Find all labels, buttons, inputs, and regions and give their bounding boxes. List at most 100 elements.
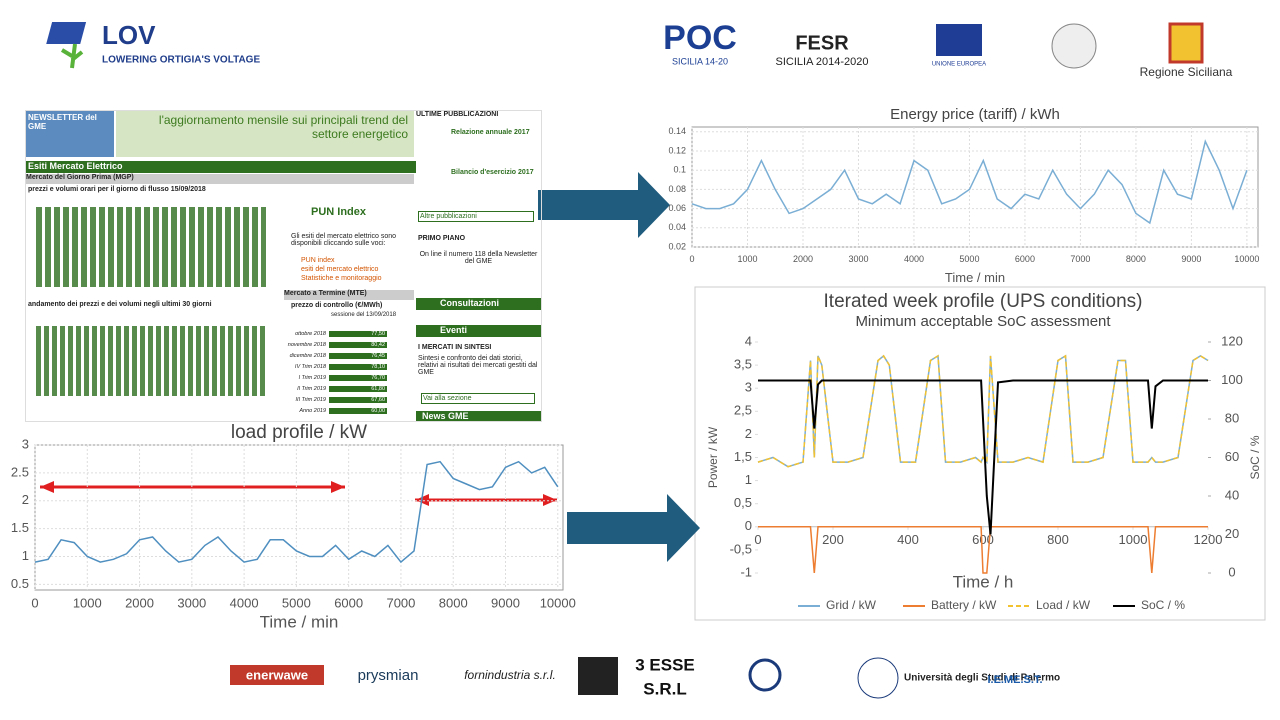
y2-tick-label: 120	[1221, 333, 1243, 348]
range-arrow	[40, 481, 54, 493]
mte-value: 61,80	[329, 386, 387, 392]
mte-label: III Trim 2019	[295, 397, 326, 403]
x-tick-label: 7000	[1070, 254, 1090, 264]
y2-tick-label: 60	[1225, 449, 1239, 464]
mte-row: dicembre 2018 76,45	[284, 353, 414, 362]
mte-row: I Trim 2019 76,70	[284, 375, 414, 384]
y2-tick-label: 80	[1225, 410, 1239, 425]
y-tick-label: 4	[745, 333, 752, 348]
x-axis-label: Time / min	[260, 613, 339, 632]
x-tick-label: 200	[822, 532, 844, 547]
x-tick-label: 1000	[1119, 532, 1148, 547]
x-tick-label: 8000	[1126, 254, 1146, 264]
nl-section: Esiti Mercato Elettrico	[26, 161, 416, 173]
emblem	[1051, 23, 1097, 69]
legend-label: SoC / %	[1141, 598, 1185, 612]
legend-label: Grid / kW	[826, 598, 877, 612]
nl-consult[interactable]: Consultazioni	[416, 298, 541, 310]
nl-tagline: l'aggiornamento mensile sui principali t…	[116, 111, 414, 157]
mte-label: Anno 2019	[299, 408, 326, 414]
data-line	[34, 460, 559, 564]
nl-side-head: ULTIME PUBBLICAZIONI	[416, 111, 541, 121]
x-tick-label: 4000	[230, 595, 259, 610]
y-tick-label: 2,5	[734, 403, 752, 418]
x-tick-label: 5000	[282, 595, 311, 610]
nl-vai[interactable]: Vai alla sezione	[421, 393, 535, 404]
y-tick-label: 3,5	[734, 357, 752, 372]
y-tick-label: 1.5	[11, 520, 29, 535]
mte-row: ottobre 2018 77,50	[284, 331, 414, 340]
mte-label: novembre 2018	[287, 342, 326, 348]
footer-partner: S.R.L	[643, 679, 686, 698]
x-tick-label: 3000	[848, 254, 868, 264]
panel	[694, 286, 1266, 621]
y-tick-label: 3	[745, 380, 752, 395]
nl-pun-text: Gli esiti del mercato elettrico sono dis…	[291, 233, 397, 247]
nl-pub: Bilancio d'esercizio 2017	[451, 169, 534, 176]
nl-pun: PUN Index	[311, 206, 367, 218]
y-tick-label: 0.02	[668, 241, 686, 251]
mte-row: II Trim 2019 61,80	[284, 386, 414, 395]
newsletter: NEWSLETTER del GME l'aggiornamento mensi…	[25, 110, 542, 422]
y-tick-label: 0,5	[734, 495, 752, 510]
x-axis-label: Time / min	[945, 270, 1005, 285]
mte-value: 78,10	[329, 364, 387, 370]
mte-row: Anno 2019 60,00	[284, 408, 414, 417]
logo-subtitle: LOWERING ORTIGIA'S VOLTAGE	[102, 55, 260, 66]
nl-link: Statistiche e monitoraggio	[301, 275, 382, 282]
y-tick-label: 0.14	[668, 126, 686, 136]
x-tick-label: 2000	[125, 595, 154, 610]
y-tick-label: 0	[745, 518, 752, 533]
partner: SICILIA 14-20	[672, 56, 728, 66]
y-tick-label: 2	[22, 492, 29, 507]
footer-partner: Università degli Studi di Palermo	[904, 673, 1060, 684]
plot-frame	[34, 444, 564, 591]
nl-news[interactable]: News GME	[416, 411, 541, 421]
mte-value: 67,60	[329, 397, 387, 403]
footer-partner: prysmian	[358, 667, 419, 684]
y-tick-label: -0,5	[730, 541, 752, 556]
nl-mte: Mercato a Termine (MTE)	[284, 290, 414, 300]
x-tick-label: 4000	[904, 254, 924, 264]
x-tick-label: 7000	[386, 595, 415, 610]
nl-brand: NEWSLETTER del GME	[26, 111, 114, 157]
x-tick-label: 0	[689, 254, 694, 264]
mte-value: 76,45	[329, 353, 387, 359]
nl-link: PUN index	[301, 257, 335, 264]
x-tick-label: 1000	[73, 595, 102, 610]
y-tick-label: 0.06	[668, 203, 686, 213]
y-tick-label: 2.5	[11, 464, 29, 479]
nl-more[interactable]: Altre pubblicazioni	[418, 211, 534, 222]
chart-subtitle: Minimum acceptable SoC assessment	[855, 313, 1111, 330]
logo-circle	[857, 657, 899, 699]
nl-minichart	[36, 207, 266, 287]
mte-row: III Trim 2019 67,60	[284, 397, 414, 406]
legend-label: Load / kW	[1036, 598, 1091, 612]
x-tick-label: 5000	[959, 254, 979, 264]
x-axis-label: Time / h	[953, 572, 1014, 591]
mte-row: novembre 2018 80,42	[284, 342, 414, 351]
nl-mgp: Mercato del Giorno Prima (MGP)	[26, 174, 414, 184]
x-tick-label: 2000	[793, 254, 813, 264]
legend-label: Battery / kW	[931, 598, 997, 612]
x-tick-label: 800	[1047, 532, 1069, 547]
nl-mte-session: sessione del 13/09/2018	[331, 312, 397, 318]
y2-axis-label: SoC / %	[1248, 435, 1262, 479]
partner: FESR	[795, 32, 849, 54]
y-axis-label: Power / kW	[706, 426, 720, 488]
data-line	[758, 379, 1208, 535]
logo-icon	[46, 22, 87, 69]
x-tick-label: 10000	[1234, 254, 1259, 264]
partner: SICILIA 2014-2020	[776, 56, 869, 68]
nl-trend: andamento dei prezzi e dei volumi negli …	[28, 301, 212, 308]
x-tick-label: 8000	[439, 595, 468, 610]
partner: UNIONE EUROPEA	[932, 62, 986, 68]
nl-mte-table: ottobre 2018 77,50 novembre 2018 80,42 dicem…	[284, 331, 414, 421]
mte-label: dicembre 2018	[289, 353, 326, 359]
mte-label: ottobre 2018	[295, 331, 326, 337]
x-tick-label: 400	[897, 532, 919, 547]
nl-eventi[interactable]: Eventi	[416, 325, 541, 337]
nl-primo-text: On line il numero 118 della Newsletter d…	[419, 251, 538, 265]
logo-box	[578, 657, 618, 695]
